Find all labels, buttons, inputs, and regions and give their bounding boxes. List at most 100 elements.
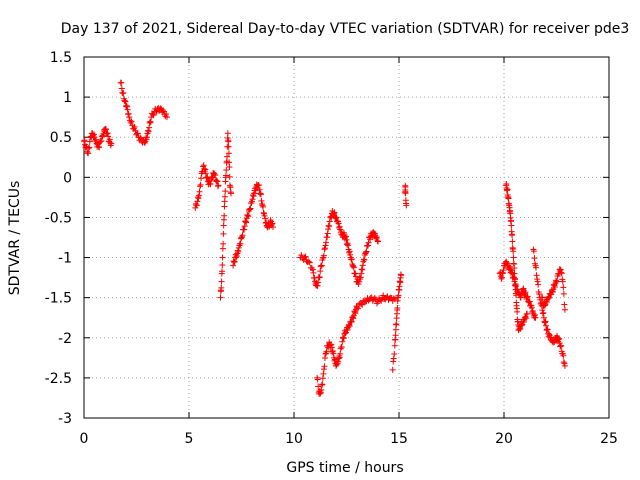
data-point-interp [355,280,362,287]
data-point-interp [535,281,542,288]
data-point-interp [233,253,240,260]
data-point-interp [329,348,336,355]
data-point-interp [239,232,246,239]
data-point-interp [310,269,317,276]
data-point-interp [118,79,125,86]
data-point-interp [397,271,404,278]
data-point-interp [505,195,512,202]
data-point-interp [321,354,328,361]
data-point-interp [320,366,327,373]
data-point [358,270,365,277]
data-point-interp [81,137,88,144]
data-point [561,306,568,313]
data-point-interp [369,297,376,304]
data-point-interp [390,295,397,302]
data-point [322,242,329,249]
data-point [146,124,153,131]
data-point-interp [526,298,533,305]
data-point-interp [529,309,536,316]
data-point [498,274,505,281]
data-point-interp [520,318,527,325]
y-axis-label: SDTVAR / TECUs [7,181,23,296]
data-point-interp [147,119,154,126]
data-point [324,230,331,237]
data-point-interp [212,177,219,184]
data-point-interp [393,315,400,322]
data-point-interp [131,124,138,131]
data-point-interp [505,200,512,207]
y-tick-label: -2 [58,331,72,347]
data-point-interp [326,223,333,230]
data-point [225,150,232,157]
data-point-interp [560,359,567,366]
data-point [320,370,327,377]
data-point-interp [552,277,559,284]
data-point [215,182,222,189]
data-point-interp [221,203,228,210]
data-point-interp [203,175,210,182]
data-point-interp [335,220,342,227]
data-point-interp [523,311,530,318]
data-point-interp [298,252,305,259]
data-point-interp [365,242,372,249]
data-point-interp [403,200,410,207]
data-point-interp [84,148,91,155]
data-point-interp [118,85,125,92]
data-point-interp [143,136,150,143]
data-point-interp [193,202,200,209]
data-point-interp [517,294,524,301]
data-point-interp [523,315,530,322]
data-point-interp [360,256,367,263]
data-point-interp [378,298,385,305]
data-point-interp [255,181,262,188]
data-point-interp [393,321,400,328]
data-point-interp [342,233,349,240]
data-point-interp [244,211,251,218]
y-tick-label: -1 [58,251,72,267]
data-point-interp [517,326,524,333]
x-tick-label: 10 [285,431,303,447]
data-point-interp [262,220,269,227]
data-point-interp [524,293,531,300]
data-point-interp [256,190,263,197]
series-s8 [389,271,405,373]
data-point-interp [218,284,225,291]
data-point-interp [128,118,135,125]
data-point-interp [346,323,353,330]
data-point [259,202,266,209]
data-point-interp [530,248,537,255]
data-point-interp [533,272,540,279]
data-point-interp [402,190,409,197]
data-point [389,366,396,373]
data-point-interp [241,226,248,233]
data-point-interp [560,284,567,291]
data-point-interp [222,178,229,185]
data-point-interp [333,361,340,368]
series-s12 [530,246,568,369]
data-point-interp [260,209,267,216]
data-point-interp [222,188,229,195]
data-point-interp [323,239,330,246]
data-point-interp [347,251,354,258]
data-point [551,282,558,289]
data-point-interp [551,284,558,291]
data-point-interp [103,126,110,133]
data-point-interp [539,294,546,301]
data-point-interp [311,274,318,281]
data-point-interp [268,220,275,227]
data-point-interp [197,181,204,188]
data-point-interp [300,256,307,263]
data-point-interp [561,360,568,367]
data-point-interp [542,318,549,325]
data-point-interp [508,217,515,224]
data-point-interp [325,222,332,229]
data-point-interp [504,186,511,193]
data-point-interp [85,145,92,152]
data-point-interp [348,256,355,263]
data-point-interp [99,133,106,140]
data-point-interp [226,173,233,180]
data-point-interp [556,266,563,273]
data-point-interp [214,183,221,190]
data-point-interp [104,130,111,137]
data-point-interp [160,107,167,114]
